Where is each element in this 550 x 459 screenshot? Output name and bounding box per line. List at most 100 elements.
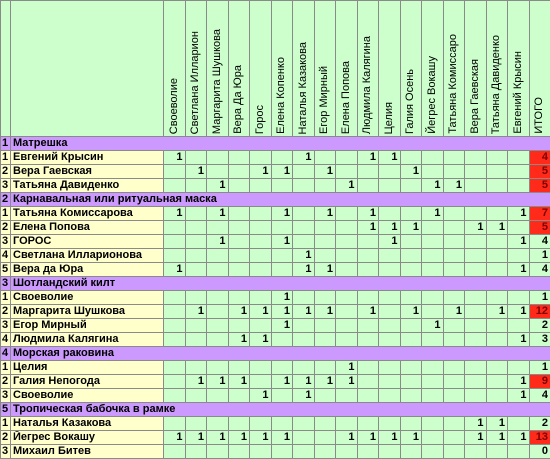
vote-cell	[486, 375, 508, 389]
vote-cell	[164, 389, 186, 403]
vote-cell	[486, 361, 508, 375]
vote-cell: 1	[271, 431, 293, 445]
vote-cell	[164, 445, 186, 459]
vote-cell	[207, 445, 229, 459]
column-header-text: Маргарита Шушкова	[211, 29, 224, 134]
vote-cell	[357, 389, 379, 403]
vote-cell	[207, 319, 229, 333]
vote-cell: 1	[164, 431, 186, 445]
vote-cell	[422, 235, 444, 249]
vote-cell	[228, 207, 250, 221]
column-header-text: Елена Попова	[340, 61, 353, 134]
vote-cell: 1	[508, 305, 530, 319]
total-cell: 0	[529, 445, 550, 459]
vote-cell	[314, 235, 336, 249]
vote-cell: 1	[314, 165, 336, 179]
entry-number: 2	[1, 305, 11, 319]
total-cell: 1	[529, 291, 550, 305]
entry-name: Егор Мирный	[11, 319, 164, 333]
vote-cell: 1	[443, 179, 465, 193]
vote-cell	[400, 445, 422, 459]
vote-cell: 1	[164, 151, 186, 165]
vote-cell	[336, 165, 358, 179]
vote-cell: 1	[293, 375, 315, 389]
vote-cell	[422, 291, 444, 305]
vote-cell	[314, 291, 336, 305]
vote-cell	[357, 235, 379, 249]
vote-cell: 1	[508, 431, 530, 445]
total-cell: 5	[529, 179, 550, 193]
vote-cell	[207, 263, 229, 277]
vote-cell	[486, 165, 508, 179]
vote-cell: 1	[422, 179, 444, 193]
vote-cell	[400, 333, 422, 347]
column-header: Маргарита Шушкова	[207, 1, 229, 137]
vote-cell	[465, 263, 487, 277]
vote-cell	[228, 165, 250, 179]
entry-name: Михаил Битев	[11, 445, 164, 459]
entry-name: Евгений Крысин	[11, 151, 164, 165]
vote-cell: 1	[271, 305, 293, 319]
vote-cell	[293, 221, 315, 235]
vote-cell	[228, 361, 250, 375]
vote-cell	[228, 319, 250, 333]
vote-cell	[207, 361, 229, 375]
vote-cell	[465, 249, 487, 263]
vote-cell	[465, 305, 487, 319]
vote-cell	[164, 249, 186, 263]
vote-cell	[336, 221, 358, 235]
vote-cell	[271, 221, 293, 235]
vote-cell	[207, 291, 229, 305]
section-title: Морская раковина	[11, 347, 550, 361]
entry-number: 1	[1, 417, 11, 431]
entry-number: 1	[1, 207, 11, 221]
total-cell: 2	[529, 319, 550, 333]
vote-cell	[314, 333, 336, 347]
vote-cell: 1	[486, 431, 508, 445]
vote-cell	[422, 305, 444, 319]
section-title: Тропическая бабочка в рамке	[11, 403, 550, 417]
vote-cell	[400, 179, 422, 193]
vote-cell	[250, 445, 272, 459]
vote-cell	[465, 445, 487, 459]
column-header: Целия	[379, 1, 401, 137]
column-header: Галия Осень	[400, 1, 422, 137]
column-header: Своеволие	[164, 1, 186, 137]
vote-cell	[508, 417, 530, 431]
total-cell: 4	[529, 151, 550, 165]
entry-number: 2	[1, 375, 11, 389]
vote-cell	[336, 389, 358, 403]
vote-cell	[336, 417, 358, 431]
vote-cell	[336, 319, 358, 333]
vote-cell	[228, 389, 250, 403]
vote-cell: 1	[271, 375, 293, 389]
column-header-text: Наталья Казакова	[297, 42, 310, 134]
vote-cell: 1	[357, 305, 379, 319]
vote-cell: 1	[207, 431, 229, 445]
vote-cell: 1	[400, 221, 422, 235]
vote-cell: 1	[336, 361, 358, 375]
vote-cell	[508, 445, 530, 459]
vote-cell	[271, 179, 293, 193]
vote-cell	[185, 221, 207, 235]
total-cell: 4	[529, 389, 550, 403]
vote-cell	[293, 179, 315, 193]
entry-number: 3	[1, 445, 11, 459]
vote-cell: 1	[336, 179, 358, 193]
column-header-text: Татьяна Давиденко	[490, 35, 503, 134]
vote-cell	[422, 333, 444, 347]
vote-cell	[336, 207, 358, 221]
vote-cell: 1	[400, 165, 422, 179]
column-header-text: ИТОГО	[533, 97, 546, 134]
vote-cell	[185, 319, 207, 333]
vote-cell	[228, 417, 250, 431]
vote-cell	[250, 235, 272, 249]
vote-cell	[228, 221, 250, 235]
column-header-text: Евгений Крысин	[512, 51, 525, 134]
vote-cell	[508, 319, 530, 333]
